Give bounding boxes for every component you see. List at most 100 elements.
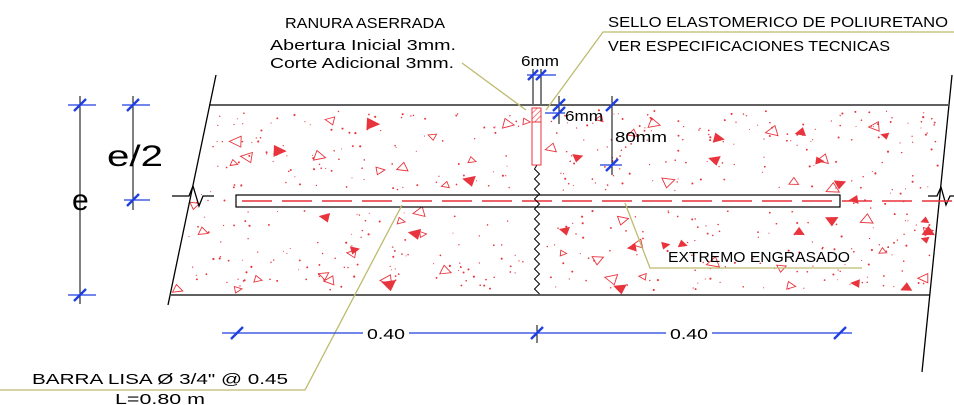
concrete-dot <box>748 128 751 130</box>
concrete-dot <box>433 263 435 265</box>
concrete-dot <box>220 241 222 243</box>
concrete-dot <box>768 134 771 138</box>
concrete-dot <box>227 259 230 262</box>
concrete-dot <box>872 227 874 229</box>
concrete-dot <box>233 184 236 186</box>
concrete-dot <box>594 182 597 184</box>
concrete-dot <box>928 254 931 257</box>
seal-depth-tick-bottom <box>552 106 566 120</box>
concrete-dot <box>361 167 363 170</box>
concrete-dot <box>394 275 397 277</box>
concrete-dot <box>562 262 565 265</box>
concrete-dot <box>712 234 714 237</box>
joint-crack-line <box>533 164 541 295</box>
concrete-dot <box>359 145 362 148</box>
concrete-dot <box>936 164 939 167</box>
concrete-dot <box>392 255 395 258</box>
concrete-aggregate <box>239 151 253 164</box>
concrete-dot <box>676 181 678 183</box>
concrete-dot <box>294 176 296 178</box>
concrete-aggregate <box>419 230 428 239</box>
concrete-dot <box>860 119 863 121</box>
concrete-dot <box>609 226 612 229</box>
joint-width-tick-right <box>535 69 547 81</box>
concrete-dot <box>478 235 480 237</box>
concrete-dot <box>506 220 509 222</box>
concrete-dot <box>763 165 766 168</box>
concrete-dot <box>341 148 343 150</box>
concrete-dot <box>844 264 846 266</box>
concrete-dot <box>694 239 696 242</box>
concrete-dot <box>401 113 404 116</box>
concrete-dot <box>707 129 710 132</box>
concrete-dot <box>250 265 253 268</box>
concrete-dot <box>217 165 219 167</box>
concrete-dot <box>867 263 870 266</box>
concrete-dot <box>492 171 494 173</box>
concrete-aggregate <box>197 226 210 236</box>
concrete-dot <box>907 220 909 222</box>
concrete-dot <box>212 257 215 261</box>
concrete-dot <box>396 188 399 191</box>
concrete-dot <box>718 165 720 168</box>
right-spacing-label: 0.40 <box>670 326 708 343</box>
concrete-dot <box>666 249 669 253</box>
concrete-dot <box>394 268 396 270</box>
concrete-dot <box>617 113 619 115</box>
concrete-dot <box>862 175 864 178</box>
seal-depth-tick-top <box>552 98 566 112</box>
concrete-dot <box>225 166 228 169</box>
concrete-dot <box>837 279 839 281</box>
concrete-dot <box>735 121 737 123</box>
dimension-thickness <box>68 96 96 304</box>
concrete-dot <box>579 253 581 255</box>
concrete-aggregate <box>572 154 584 163</box>
concrete-aggregate <box>626 242 637 252</box>
concrete-dot <box>395 146 397 148</box>
concrete-aggregate <box>467 155 477 164</box>
concrete-dot <box>861 259 863 261</box>
concrete-dot <box>682 125 685 128</box>
concrete-dot <box>244 220 247 223</box>
concrete-dot <box>920 120 923 123</box>
concrete-dot <box>286 252 288 254</box>
concrete-dot <box>309 124 311 126</box>
concrete-dot <box>391 163 394 165</box>
concrete-dot <box>709 139 712 142</box>
concrete-dot <box>706 232 709 235</box>
concrete-dot <box>347 266 349 269</box>
concrete-dot <box>363 159 366 161</box>
concrete-aggregate <box>411 205 426 218</box>
seal-depth-label: 6mm <box>565 108 603 125</box>
concrete-dot <box>400 116 403 119</box>
concrete-dot <box>796 144 798 146</box>
concrete-dot <box>648 164 651 166</box>
concrete-dot <box>889 121 892 123</box>
concrete-dot <box>341 127 344 130</box>
concrete-dot <box>251 141 253 143</box>
concrete-dot <box>649 279 651 282</box>
concrete-dot <box>572 184 574 186</box>
concrete-dot <box>397 273 400 275</box>
sealant-spec: VER ESPECIFICACIONES TECNICAS <box>608 38 890 55</box>
concrete-dot <box>276 279 279 282</box>
concrete-dot <box>232 186 235 189</box>
concrete-dot <box>697 282 699 284</box>
concrete-dot <box>553 244 556 246</box>
concrete-dot <box>407 253 409 256</box>
concrete-dot <box>791 210 794 213</box>
concrete-dot <box>699 178 702 181</box>
concrete-dot <box>850 180 853 182</box>
concrete-dot <box>677 120 680 123</box>
concrete-dot <box>241 140 244 143</box>
concrete-dot <box>751 257 754 260</box>
concrete-dot <box>868 237 871 240</box>
dimension-cut-depth <box>600 96 622 175</box>
concrete-dot <box>926 132 928 134</box>
concrete-dot <box>467 268 470 271</box>
concrete-aggregate <box>396 216 407 225</box>
concrete-dot <box>763 287 765 289</box>
concrete-dot <box>457 163 460 165</box>
concrete-dot <box>439 254 442 257</box>
concrete-dot <box>778 186 780 189</box>
